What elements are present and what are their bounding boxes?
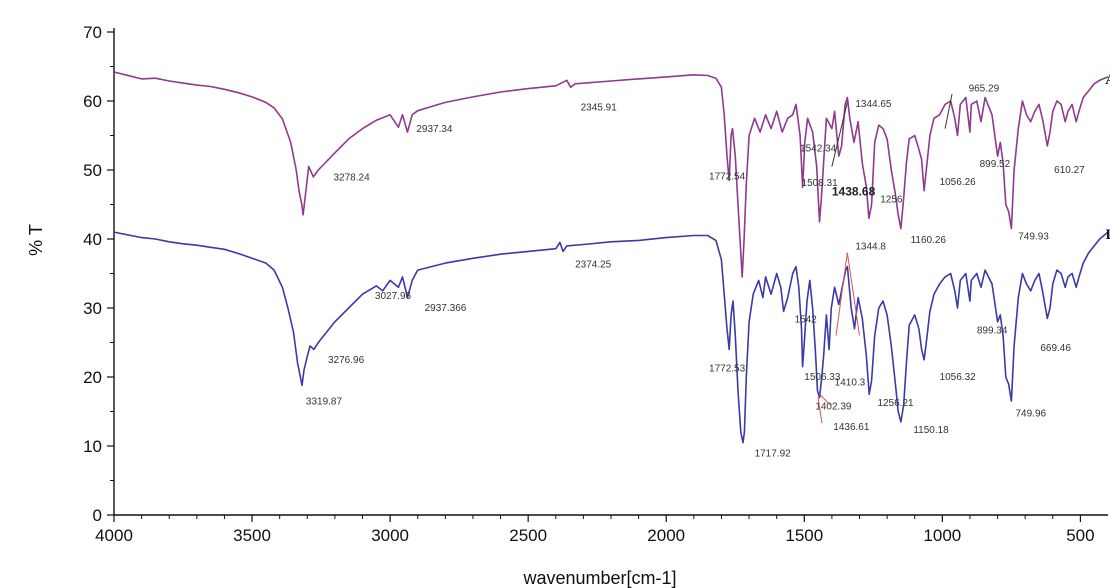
peak-label: 899.34 xyxy=(977,326,1008,337)
peak-label: 2374.25 xyxy=(575,259,612,270)
peak-label: 749.93 xyxy=(1018,232,1049,243)
peak-label: 2937.34 xyxy=(416,124,453,135)
peak-label: 1436.61 xyxy=(833,422,870,433)
peak-label: 3276.96 xyxy=(328,355,365,366)
peak-label: 1772.54 xyxy=(709,172,746,183)
x-tick-label: 2000 xyxy=(647,526,685,545)
peak-label: 2345.91 xyxy=(581,103,618,114)
peak-label: 749.96 xyxy=(1016,408,1047,419)
series-line-b xyxy=(113,231,1109,444)
annotation-leader-line xyxy=(817,397,823,424)
y-axis-title: % T xyxy=(26,224,46,256)
peak-label: 1506.33 xyxy=(804,372,841,383)
series-layer xyxy=(113,71,1109,444)
peak-label: 1256.21 xyxy=(877,398,914,409)
peak-label: 1542 xyxy=(795,314,818,325)
peak-label: 1256 xyxy=(880,194,903,205)
y-tick-label: 60 xyxy=(83,92,102,111)
peak-label: 3027.96 xyxy=(375,291,412,302)
peak-label: 1717.92 xyxy=(755,448,792,459)
annotation-leader-line xyxy=(944,94,953,129)
x-tick-label: 3000 xyxy=(371,526,409,545)
annotation-leader-line xyxy=(846,252,860,336)
x-tick-label: 1500 xyxy=(785,526,823,545)
series-line-a xyxy=(113,71,1109,278)
x-tick-label: 500 xyxy=(1066,526,1094,545)
peak-label: 1056.26 xyxy=(940,177,977,188)
peak-label: 1150.18 xyxy=(913,425,949,436)
peak-label: 1344.8 xyxy=(855,241,886,252)
x-tick-label: 3500 xyxy=(233,526,271,545)
axes: 0 10 20 30 40 50 60 70 4000 3500 3000 2500 2000 1500 1… xyxy=(83,23,1108,545)
peak-label: 1542.34 xyxy=(800,143,837,154)
series-label: I xyxy=(1105,227,1110,243)
peak-label: 1402.39 xyxy=(815,401,852,412)
peak-label: 2937.366 xyxy=(425,303,467,314)
series-label: A xyxy=(1105,72,1110,88)
y-tick-label: 20 xyxy=(83,368,102,387)
peak-label: 965.29 xyxy=(969,83,1000,94)
peak-label: 1344.65 xyxy=(855,99,892,110)
peak-label: 1438.68 xyxy=(832,185,876,199)
peak-label: 3278.24 xyxy=(334,172,371,183)
y-tick-label: 70 xyxy=(83,23,102,42)
peak-label: 1410.3 xyxy=(835,377,866,388)
peak-label: 1772.53 xyxy=(709,363,746,374)
x-axis-title: wavenumber[cm-1] xyxy=(522,568,676,588)
x-tick-label: 1000 xyxy=(923,526,961,545)
y-tick-label: 0 xyxy=(93,506,102,525)
peak-label: 1056.32 xyxy=(940,372,977,383)
peak-label: 1508.31 xyxy=(802,178,839,189)
annotation-leader-line xyxy=(835,252,848,336)
y-tick-label: 30 xyxy=(83,299,102,318)
peak-label: 669.46 xyxy=(1040,343,1071,354)
peak-label: 1160.26 xyxy=(911,235,947,246)
x-tick-label: 4000 xyxy=(95,526,133,545)
y-tick-label: 40 xyxy=(83,230,102,249)
x-tick-label: 2500 xyxy=(509,526,547,545)
annotation-leader-line xyxy=(819,393,832,407)
y-tick-label: 50 xyxy=(83,161,102,180)
peak-label: 610.27 xyxy=(1054,165,1085,176)
peak-label: 899.52 xyxy=(980,159,1011,170)
annotation-layer: 3278.24 2937.34 2345.91 1772.54 1542.34 1344.… xyxy=(306,72,1110,460)
peak-label: 3319.87 xyxy=(306,397,343,408)
annotation-leader-line xyxy=(831,102,848,167)
y-tick-label: 10 xyxy=(83,437,102,456)
